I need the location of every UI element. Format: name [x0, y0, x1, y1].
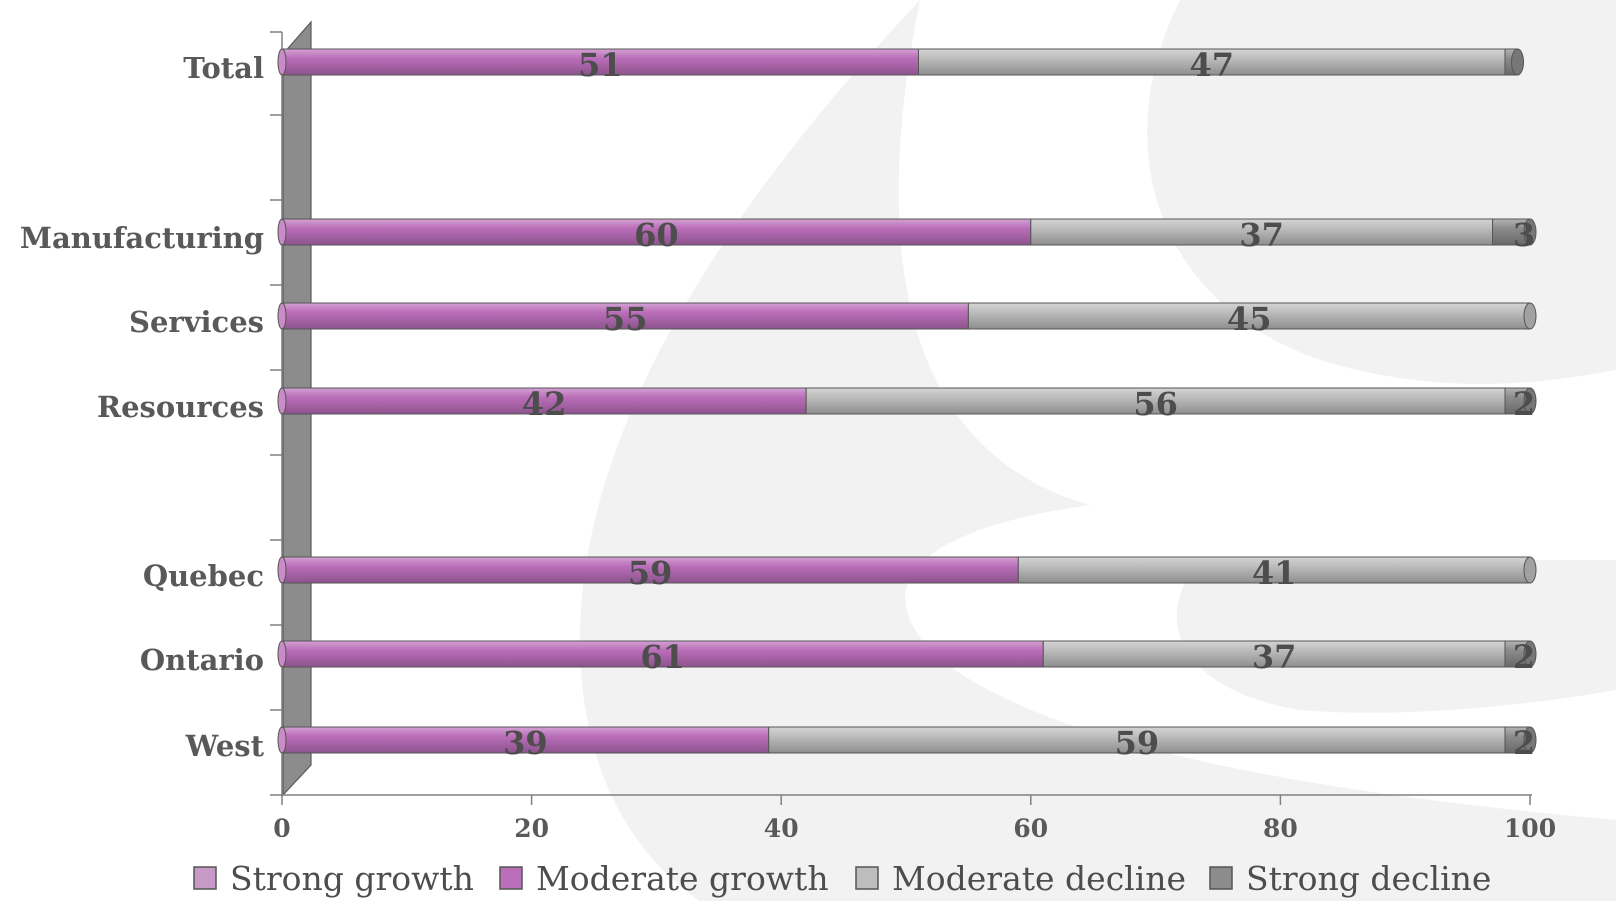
data-label-resources-strong-decline: 2 — [1513, 385, 1535, 423]
data-label-west-moderate-growth: 39 — [503, 724, 548, 762]
data-label-west-moderate-decline: 59 — [1115, 724, 1160, 762]
bar-start-cap — [277, 218, 287, 246]
bar-end-cap — [1511, 48, 1525, 76]
data-label-ontario-moderate-growth: 61 — [640, 638, 685, 676]
legend-swatch-moderate-decline — [855, 866, 879, 890]
legend-swatch-strong-decline — [1209, 866, 1233, 890]
legend: Strong growth Moderate growth Moderate dec… — [193, 859, 1491, 898]
data-label-manufacturing-moderate-decline: 37 — [1239, 216, 1284, 254]
bar-end-cap — [1523, 726, 1537, 754]
legend-item-strong-growth: Strong growth — [193, 859, 474, 898]
data-label-ontario-strong-decline: 2 — [1513, 638, 1535, 676]
labels: 0 20 40 60 80 100 Total Manufacturing Services Re… — [20, 46, 1556, 843]
bar-end-cap — [1523, 640, 1537, 668]
bar-services-moderate-decline — [967, 302, 1531, 330]
bar-start-cap — [277, 726, 287, 754]
bar-total-moderate-decline — [917, 48, 1506, 76]
bar-end-cap — [1523, 556, 1537, 584]
bar-start-cap — [277, 556, 287, 584]
legend-swatch-strong-growth — [193, 866, 217, 890]
bar-end-cap — [1523, 218, 1537, 246]
data-label-resources-moderate-decline: 56 — [1133, 385, 1178, 423]
data-label-total-moderate-decline: 47 — [1189, 46, 1234, 84]
data-label-total-moderate-growth: 51 — [578, 46, 623, 84]
x-tick-label: 60 — [1013, 814, 1048, 843]
bar-start-cap — [277, 640, 287, 668]
bar-total-moderate-growth — [281, 48, 919, 76]
category-label-ontario: Ontario — [140, 643, 264, 677]
x-tick-label: 40 — [764, 814, 799, 843]
bar-manufacturing-moderate-growth — [281, 218, 1032, 246]
data-label-manufacturing-strong-decline: 3 — [1513, 216, 1535, 254]
category-label-total: Total — [183, 51, 264, 85]
bar-start-cap — [277, 387, 287, 415]
category-label-quebec: Quebec — [143, 559, 264, 593]
data-label-services-moderate-growth: 55 — [603, 300, 648, 338]
legend-swatch-moderate-growth — [499, 866, 523, 890]
bar-west-moderate-growth — [281, 726, 770, 754]
legend-label-strong-decline: Strong decline — [1246, 859, 1491, 898]
bar-end-cap — [1523, 302, 1537, 330]
legend-item-moderate-growth: Moderate growth — [499, 859, 829, 898]
legend-label-moderate-growth: Moderate growth — [536, 859, 829, 898]
legend-item-moderate-decline: Moderate decline — [855, 859, 1186, 898]
x-tick-label: 100 — [1504, 814, 1556, 843]
legend-label-strong-growth: Strong growth — [230, 859, 474, 898]
bar-resources-moderate-growth — [281, 387, 807, 415]
bar-end-cap — [1523, 387, 1537, 415]
legend-label-moderate-decline: Moderate decline — [892, 859, 1186, 898]
bar-start-cap — [277, 48, 287, 76]
data-label-quebec-moderate-decline: 41 — [1252, 554, 1297, 592]
data-label-services-moderate-decline: 45 — [1227, 300, 1272, 338]
data-label-manufacturing-moderate-growth: 60 — [634, 216, 679, 254]
bar-start-cap — [277, 302, 287, 330]
data-label-ontario-moderate-decline: 37 — [1252, 638, 1297, 676]
bar-services-moderate-growth — [281, 302, 969, 330]
data-label-resources-moderate-growth: 42 — [522, 385, 567, 423]
bar-resources-moderate-decline — [805, 387, 1506, 415]
x-tick-label: 80 — [1263, 814, 1298, 843]
data-label-quebec-moderate-growth: 59 — [628, 554, 673, 592]
data-label-west-strong-decline: 2 — [1513, 724, 1535, 762]
bar-ontario-moderate-growth — [281, 640, 1044, 668]
background-watermark — [580, 0, 1616, 901]
category-label-resources: Resources — [97, 390, 264, 424]
bar-quebec-moderate-decline — [1017, 556, 1531, 584]
category-label-manufacturing: Manufacturing — [20, 221, 264, 255]
bars — [277, 48, 1537, 754]
legend-item-strong-decline: Strong decline — [1209, 859, 1491, 898]
category-label-west: West — [185, 729, 265, 763]
x-tick-label: 0 — [273, 814, 290, 843]
category-label-services: Services — [129, 305, 264, 339]
x-tick-label: 20 — [514, 814, 549, 843]
bar-quebec-moderate-growth — [281, 556, 1019, 584]
bar-manufacturing-moderate-decline — [1030, 218, 1494, 246]
